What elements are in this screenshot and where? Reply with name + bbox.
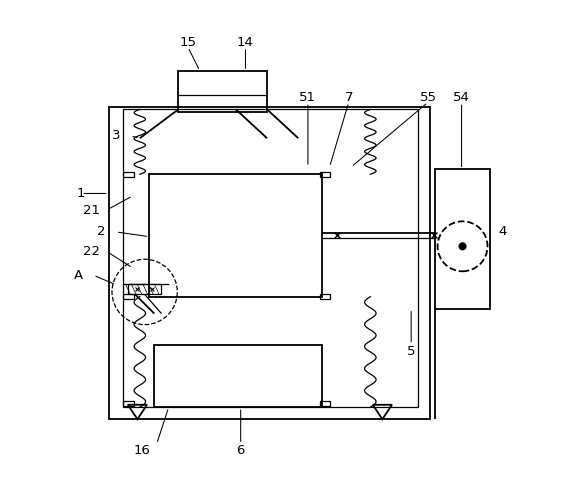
Bar	[123, 401, 133, 406]
Text: 7: 7	[345, 91, 353, 104]
Text: 2: 2	[97, 226, 106, 239]
Text: 22: 22	[83, 244, 100, 257]
Bar	[320, 172, 330, 177]
Text: 14: 14	[237, 36, 254, 49]
Text: 15: 15	[180, 36, 196, 49]
Text: 6: 6	[236, 444, 245, 457]
Text: A: A	[74, 269, 83, 282]
Bar	[178, 71, 267, 112]
Text: 54: 54	[453, 91, 470, 104]
Text: 51: 51	[300, 91, 316, 104]
Bar	[123, 110, 418, 407]
Text: 16: 16	[134, 444, 151, 457]
Text: 4: 4	[498, 226, 507, 239]
Text: 55: 55	[419, 91, 436, 104]
Circle shape	[459, 243, 466, 250]
Bar	[320, 401, 330, 406]
Text: 3: 3	[111, 129, 120, 142]
Bar	[149, 174, 323, 297]
Bar	[154, 345, 323, 407]
Bar	[123, 172, 133, 177]
Text: 5: 5	[407, 345, 415, 358]
Bar	[123, 294, 133, 299]
Text: 1: 1	[77, 187, 86, 200]
Bar	[320, 294, 330, 299]
Text: 21: 21	[83, 204, 100, 217]
Bar	[109, 107, 430, 419]
Bar	[435, 170, 490, 309]
Bar	[128, 284, 162, 294]
